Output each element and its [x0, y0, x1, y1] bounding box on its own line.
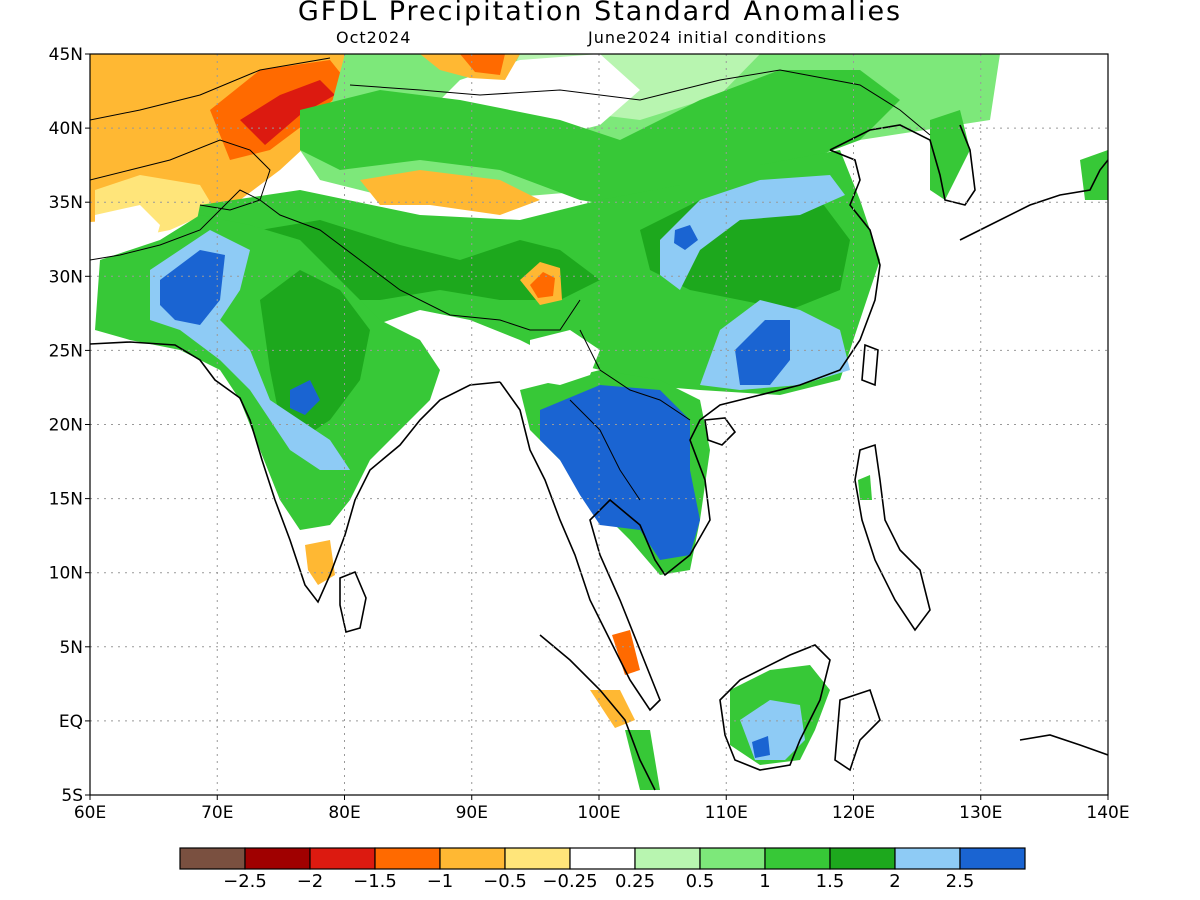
graticule	[90, 54, 1108, 795]
region-india-south-dry	[305, 540, 335, 585]
lon-tick-label: 140E	[1086, 803, 1129, 823]
coast-burma-indochina	[499, 149, 881, 712]
region-malay-dry	[612, 630, 640, 675]
region-dry-core	[240, 80, 335, 145]
colorbar-label: −0.5	[483, 871, 527, 892]
lat-tick-label: 5S	[61, 786, 83, 806]
region-japan-east-wet	[1080, 150, 1108, 200]
colorbar-label: 2	[889, 871, 900, 892]
coast-sumatra	[539, 634, 656, 791]
lon-tick-label: 120E	[832, 803, 875, 823]
colorbar-swatch	[634, 847, 701, 870]
colorbar-swatch	[959, 847, 1026, 870]
lat-tick-label: 5N	[59, 638, 83, 658]
colorbar-swatch	[829, 847, 896, 870]
lat-tick-label: 10N	[49, 564, 83, 584]
lat-tick-label: 15N	[49, 490, 83, 510]
region-mongolia-dry-core	[460, 54, 505, 75]
colorbar-swatch	[504, 847, 571, 870]
lat-tick-label: EQ	[59, 712, 83, 732]
colorbar-label: −2.5	[223, 871, 267, 892]
colorbar: −2.5 −2 −1.5 −1 −0.5 −0.25 0.25 0.5 1 1.5 2 2.5	[179, 847, 1026, 892]
colorbar-swatch	[244, 847, 311, 870]
coast-philippines	[854, 443, 931, 632]
colorbar-label: −1.5	[353, 871, 397, 892]
country-borders	[90, 57, 931, 501]
lon-tick-label: 100E	[577, 803, 620, 823]
colorbar-label: −1	[427, 871, 454, 892]
lon-tick-label: 130E	[959, 803, 1002, 823]
lon-tick-label: 60E	[74, 803, 106, 823]
colorbar-label: −0.25	[542, 871, 597, 892]
latitude-axis: 45N 40N 35N 30N 25N 20N 15N 10N 5N EQ 5S	[49, 45, 90, 806]
region-tibet-dry-core	[530, 272, 555, 298]
colorbar-swatch	[179, 847, 246, 870]
colorbar-swatch	[374, 847, 441, 870]
region-borneo-dark	[752, 736, 770, 758]
region-sumatra-dry	[590, 690, 635, 728]
forecast-month: Oct2024	[336, 28, 412, 47]
region-pakistan-dark-blue	[160, 250, 225, 325]
lon-tick-label: 80E	[328, 803, 360, 823]
coast-srilanka	[339, 570, 367, 634]
region-south-china-dark	[735, 320, 790, 385]
colorbar-label: 0.5	[686, 871, 715, 892]
region-myanmar-neutral	[530, 330, 600, 385]
colorbar-swatch	[309, 847, 376, 870]
region-india-strong	[260, 270, 370, 440]
region-china-blue-dot	[674, 225, 698, 250]
region-sumatra-wet	[625, 730, 660, 790]
colorbar-label: 0.25	[615, 871, 655, 892]
colorbar-swatch	[439, 847, 506, 870]
map-title: GFDL Precipitation Standard Anomalies	[297, 0, 903, 27]
colorbar-label: 2.5	[946, 871, 975, 892]
coast-korea-china	[829, 124, 976, 206]
lat-tick-label: 30N	[49, 267, 83, 287]
region-india-blue-spot	[290, 380, 320, 415]
lon-tick-label: 110E	[705, 803, 748, 823]
colorbar-swatch	[764, 847, 831, 870]
anomaly-fields	[90, 54, 1108, 790]
coast-hainan	[704, 417, 737, 446]
region-china-blue	[660, 175, 845, 290]
lat-tick-label: 35N	[49, 193, 83, 213]
longitude-axis: 60E 70E 80E 90E 100E 110E 120E 130E 140E	[74, 795, 1130, 823]
coast-japan	[959, 159, 1108, 241]
region-indochina-blue	[540, 385, 700, 560]
colorbar-label: 1	[759, 871, 770, 892]
initial-conditions: June2024 initial conditions	[588, 28, 828, 47]
colorbar-swatch	[569, 847, 636, 870]
lon-tick-label: 90E	[456, 803, 488, 823]
region-philippines-wet	[858, 475, 872, 500]
coast-borneo	[719, 644, 831, 771]
lat-tick-label: 45N	[49, 45, 83, 65]
coast-sulawesi	[834, 688, 881, 772]
coastlines	[90, 124, 1108, 791]
region-mongolia-dry	[360, 170, 540, 215]
coast-taiwan	[861, 343, 879, 387]
colorbar-swatch	[894, 847, 961, 870]
colorbar-label: 1.5	[816, 871, 845, 892]
coast-newguinea	[1019, 734, 1108, 756]
coast-india	[90, 341, 501, 604]
colorbar-label: −2	[297, 871, 324, 892]
colorbar-swatch	[699, 847, 766, 870]
lon-tick-label: 70E	[201, 803, 233, 823]
lat-tick-label: 25N	[49, 341, 83, 361]
lat-tick-label: 40N	[49, 119, 83, 139]
lat-tick-label: 20N	[49, 416, 83, 436]
